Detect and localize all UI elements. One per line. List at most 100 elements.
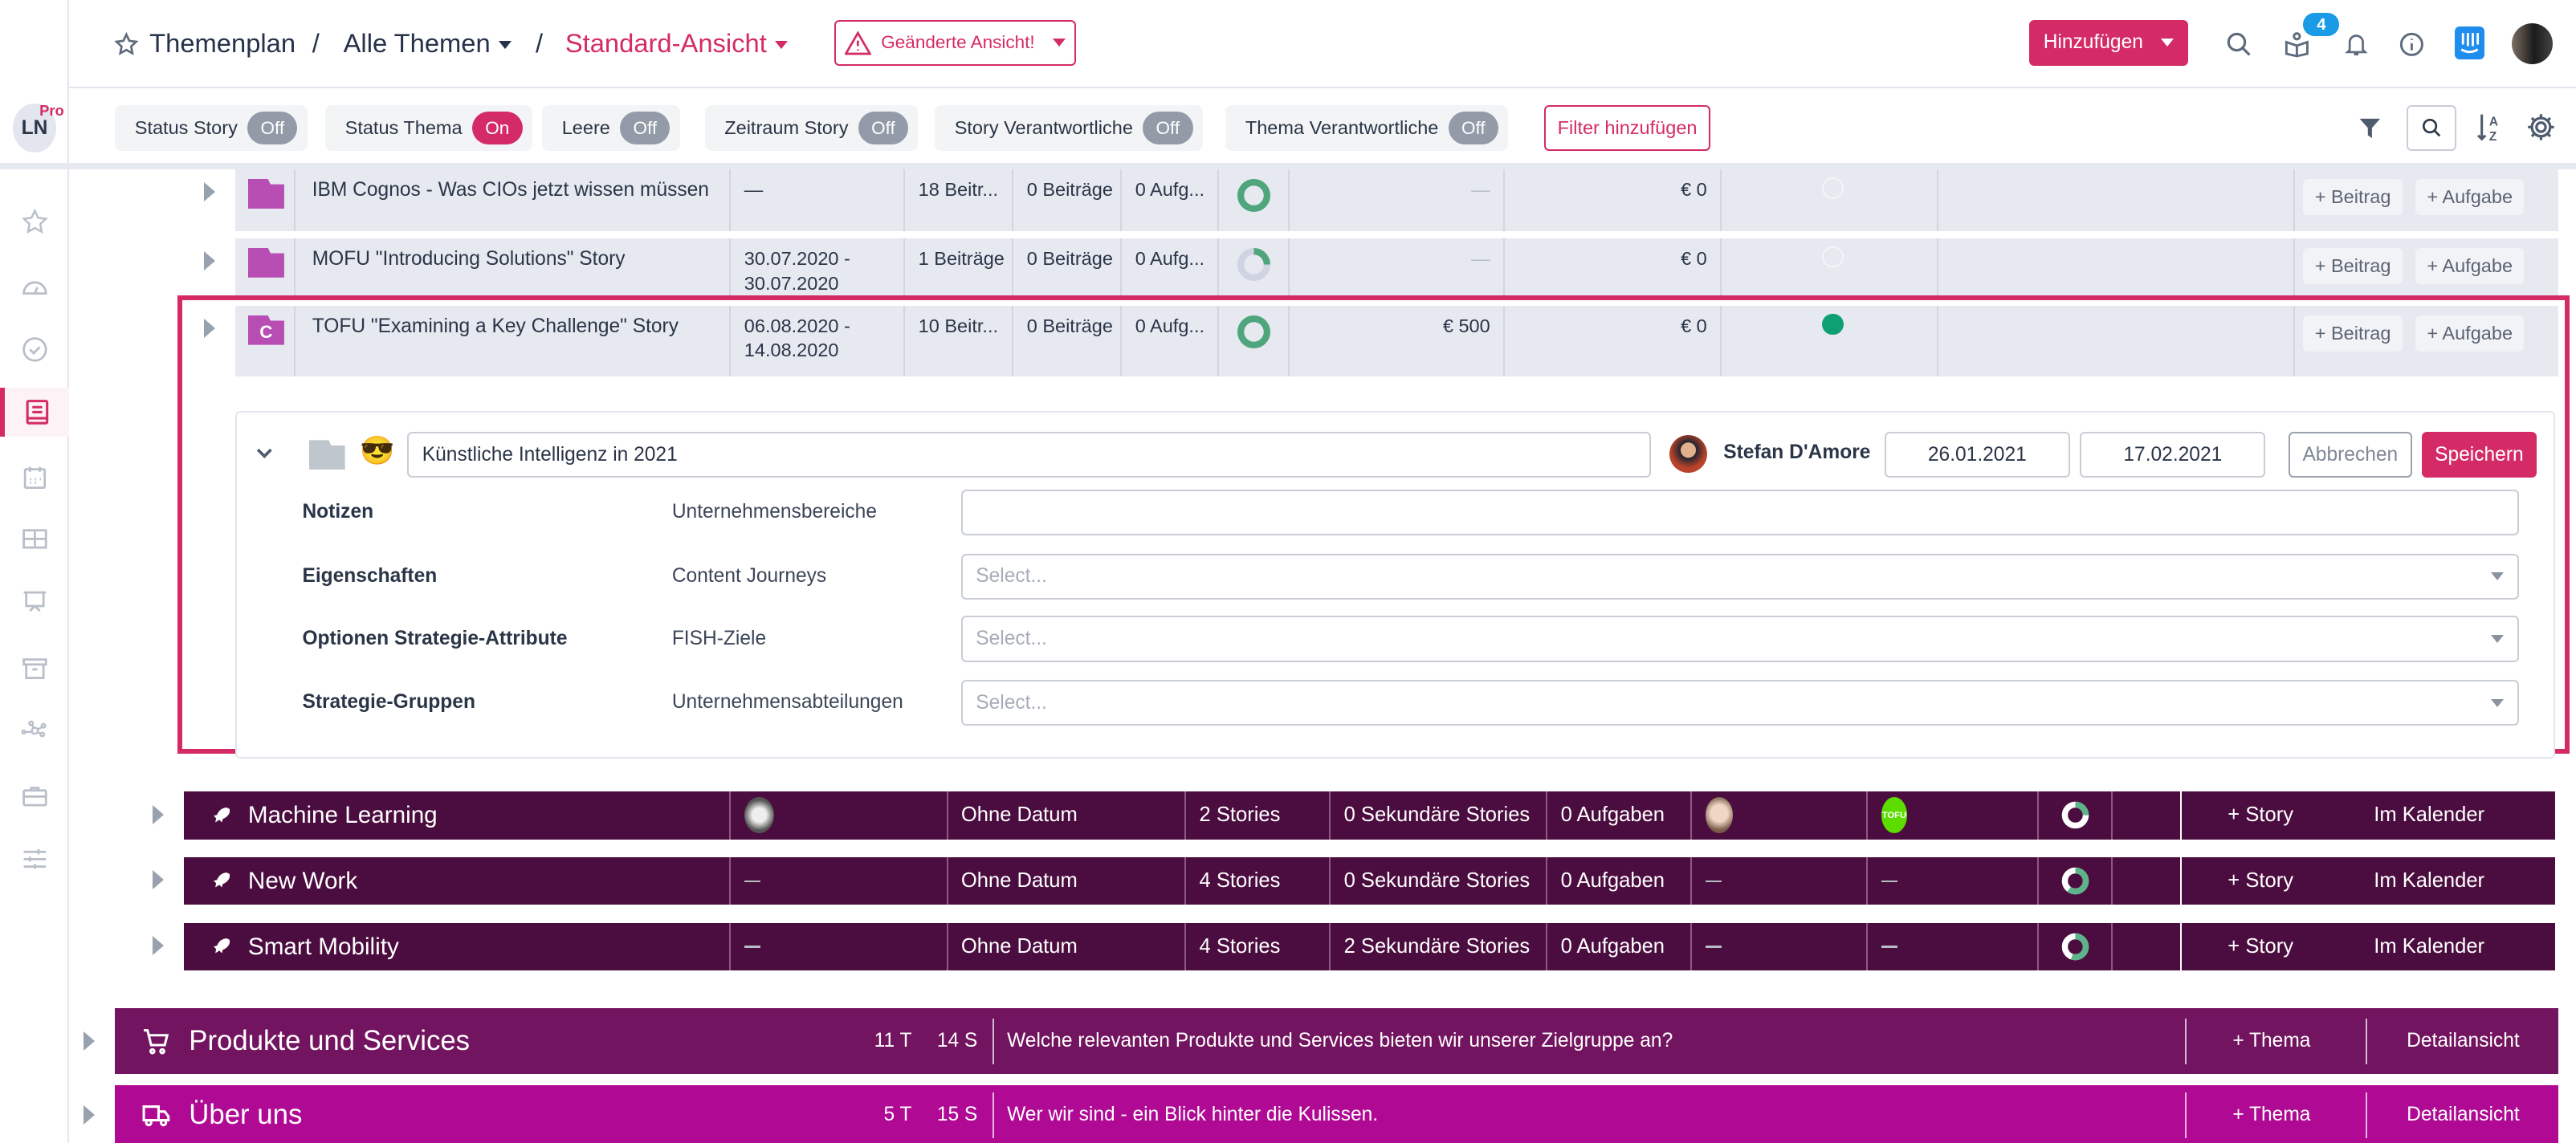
expand-chevron-icon[interactable] bbox=[203, 182, 215, 202]
story-row[interactable]: MOFU "Introducing Solutions" Story 30.07… bbox=[234, 238, 2558, 299]
table-search-button[interactable] bbox=[2407, 104, 2456, 152]
star-icon[interactable] bbox=[113, 31, 140, 58]
emoji-picker[interactable]: 😎 bbox=[360, 436, 395, 467]
add-filter-button[interactable]: Filter hinzufügen bbox=[1544, 104, 1710, 152]
expand-chevron-icon[interactable] bbox=[203, 251, 215, 271]
add-post-button[interactable]: + Beitrag bbox=[2303, 179, 2403, 215]
sidebar-item-presentation[interactable] bbox=[0, 578, 69, 627]
category-title[interactable]: Produkte und Services bbox=[189, 1025, 471, 1056]
add-theme-button[interactable]: + Thema bbox=[2232, 1104, 2311, 1126]
filter-chip-thema-verantwortliche[interactable]: Thema Verantwortliche Off bbox=[1225, 104, 1509, 152]
sidebar-item-network[interactable] bbox=[0, 706, 69, 755]
add-button[interactable]: Hinzufügen bbox=[2028, 19, 2189, 66]
story-title[interactable]: IBM Cognos - Was CIOs jetzt wissen müsse… bbox=[296, 169, 732, 232]
detail-view-link[interactable]: Detailansicht bbox=[2407, 1030, 2520, 1052]
category-row[interactable]: Über uns 5 T 15 S Wer wir sind - ein Bli… bbox=[115, 1085, 2558, 1143]
filter-chip-zeitraum-story[interactable]: Zeitraum Story Off bbox=[704, 104, 919, 152]
filter-toggle[interactable]: Off bbox=[1143, 112, 1193, 145]
theme-title-cell[interactable]: Smart Mobility bbox=[184, 922, 732, 971]
end-date-input[interactable]: 17.02.2021 bbox=[2080, 432, 2266, 478]
theme-member[interactable] bbox=[1692, 791, 1869, 840]
theme-owner[interactable] bbox=[731, 791, 948, 840]
expand-chevron-icon[interactable] bbox=[203, 318, 215, 338]
expand-chevron-icon[interactable] bbox=[84, 1104, 96, 1125]
calendar-link[interactable]: Im Kalender bbox=[2374, 803, 2485, 827]
add-theme-button[interactable]: + Thema bbox=[2232, 1030, 2311, 1052]
category-row[interactable]: Produkte und Services 11 T 14 S Welche r… bbox=[115, 1008, 2558, 1075]
sidebar-item-tasks[interactable] bbox=[0, 325, 69, 374]
category-title[interactable]: Über uns bbox=[189, 1099, 303, 1130]
theme-title-cell[interactable]: Machine Learning bbox=[184, 791, 732, 840]
add-task-button[interactable]: + Aufgabe bbox=[2415, 179, 2525, 215]
sidebar-item-board[interactable] bbox=[0, 514, 69, 563]
breadcrumb-themenplan[interactable]: Themenplan bbox=[149, 27, 296, 58]
filter-toggle[interactable]: Off bbox=[247, 112, 298, 145]
add-task-button[interactable]: + Aufgabe bbox=[2415, 247, 2525, 284]
filter-chip-story-verantwortliche[interactable]: Story Verantwortliche Off bbox=[935, 104, 1203, 152]
search-icon[interactable] bbox=[2223, 28, 2256, 61]
sidebar-item-favorites[interactable] bbox=[0, 197, 69, 246]
select-field[interactable]: Select... bbox=[960, 553, 2519, 600]
calendar-link[interactable]: Im Kalender bbox=[2374, 869, 2485, 893]
start-date-input[interactable]: 26.01.2021 bbox=[1884, 432, 2070, 478]
add-story-button[interactable]: + Story bbox=[2228, 935, 2293, 958]
story-status[interactable] bbox=[1722, 305, 1939, 376]
sidebar-item-calendar[interactable] bbox=[0, 454, 69, 502]
filter-toggle[interactable]: Off bbox=[858, 112, 909, 145]
theme-tag[interactable] bbox=[1868, 922, 2040, 971]
bell-icon[interactable] bbox=[2340, 28, 2373, 61]
cancel-button[interactable]: Abbrechen bbox=[2289, 432, 2412, 478]
chevron-down-icon[interactable] bbox=[255, 443, 275, 463]
owner-avatar[interactable] bbox=[1669, 435, 1707, 474]
sidebar-item-dashboard[interactable] bbox=[0, 261, 69, 310]
filter-chip-leere[interactable]: Leere Off bbox=[542, 104, 680, 152]
sidebar-item-themenplan[interactable] bbox=[0, 387, 69, 437]
save-button[interactable]: Speichern bbox=[2421, 432, 2537, 478]
select-field[interactable]: Select... bbox=[960, 616, 2519, 662]
sidebar-item-archive[interactable] bbox=[0, 644, 69, 693]
intercom-icon[interactable] bbox=[2454, 26, 2484, 59]
notes-input[interactable] bbox=[960, 489, 2519, 535]
theme-title-cell[interactable]: New Work bbox=[184, 857, 732, 905]
info-icon[interactable] bbox=[2395, 28, 2428, 61]
add-story-button[interactable]: + Story bbox=[2228, 869, 2293, 893]
sidebar-item-briefcase[interactable] bbox=[0, 772, 69, 821]
theme-member[interactable] bbox=[1692, 922, 1869, 971]
theme-member[interactable] bbox=[1692, 857, 1869, 905]
filter-toggle[interactable]: Off bbox=[620, 112, 670, 145]
gear-icon[interactable] bbox=[2525, 112, 2557, 143]
breadcrumb-view[interactable]: Standard-Ansicht bbox=[565, 28, 789, 59]
theme-owner[interactable] bbox=[731, 922, 948, 971]
user-avatar[interactable] bbox=[2512, 22, 2554, 64]
story-status[interactable] bbox=[1722, 169, 1939, 232]
expand-chevron-icon[interactable] bbox=[84, 1031, 96, 1051]
sidebar-item-settings-sliders[interactable] bbox=[0, 834, 69, 883]
theme-row[interactable]: Smart Mobility Ohne Datum 4 Stories 2 Se… bbox=[184, 922, 2555, 971]
story-row[interactable]: IBM Cognos - Was CIOs jetzt wissen müsse… bbox=[234, 169, 2558, 232]
story-title[interactable]: TOFU "Examining a Key Challenge" Story bbox=[296, 305, 732, 376]
story-title-input[interactable]: Künstliche Intelligenz in 2021 bbox=[407, 432, 1652, 478]
expand-chevron-icon[interactable] bbox=[153, 936, 164, 956]
theme-row[interactable]: Machine Learning Ohne Datum 2 Stories 0 … bbox=[184, 791, 2555, 840]
add-post-button[interactable]: + Beitrag bbox=[2303, 315, 2403, 352]
filter-icon[interactable] bbox=[2358, 115, 2382, 141]
story-row[interactable]: C TOFU "Examining a Key Challenge" Story… bbox=[234, 305, 2558, 376]
expand-chevron-icon[interactable] bbox=[153, 804, 164, 824]
theme-owner[interactable] bbox=[731, 857, 948, 905]
filter-chip-status-story[interactable]: Status Story Off bbox=[115, 104, 308, 152]
detail-view-link[interactable]: Detailansicht bbox=[2407, 1104, 2520, 1126]
theme-tag[interactable]: TOFU bbox=[1868, 791, 2040, 840]
breadcrumb-alle-themen[interactable]: Alle Themen bbox=[344, 28, 512, 59]
workspace-avatar[interactable]: LN bbox=[13, 103, 56, 153]
add-post-button[interactable]: + Beitrag bbox=[2303, 247, 2403, 284]
select-field[interactable]: Select... bbox=[960, 680, 2519, 726]
gift-book-icon[interactable] bbox=[2280, 28, 2313, 61]
sort-az-icon[interactable]: AZ bbox=[2476, 112, 2505, 144]
filter-toggle[interactable]: On bbox=[471, 112, 523, 145]
filter-toggle[interactable]: Off bbox=[1448, 112, 1498, 145]
filter-chip-status-thema[interactable]: Status Thema On bbox=[325, 104, 532, 152]
changed-view-button[interactable]: Geänderte Ansicht! bbox=[834, 19, 1077, 66]
calendar-link[interactable]: Im Kalender bbox=[2374, 935, 2485, 958]
theme-tag[interactable] bbox=[1868, 857, 2040, 905]
add-task-button[interactable]: + Aufgabe bbox=[2415, 315, 2525, 352]
